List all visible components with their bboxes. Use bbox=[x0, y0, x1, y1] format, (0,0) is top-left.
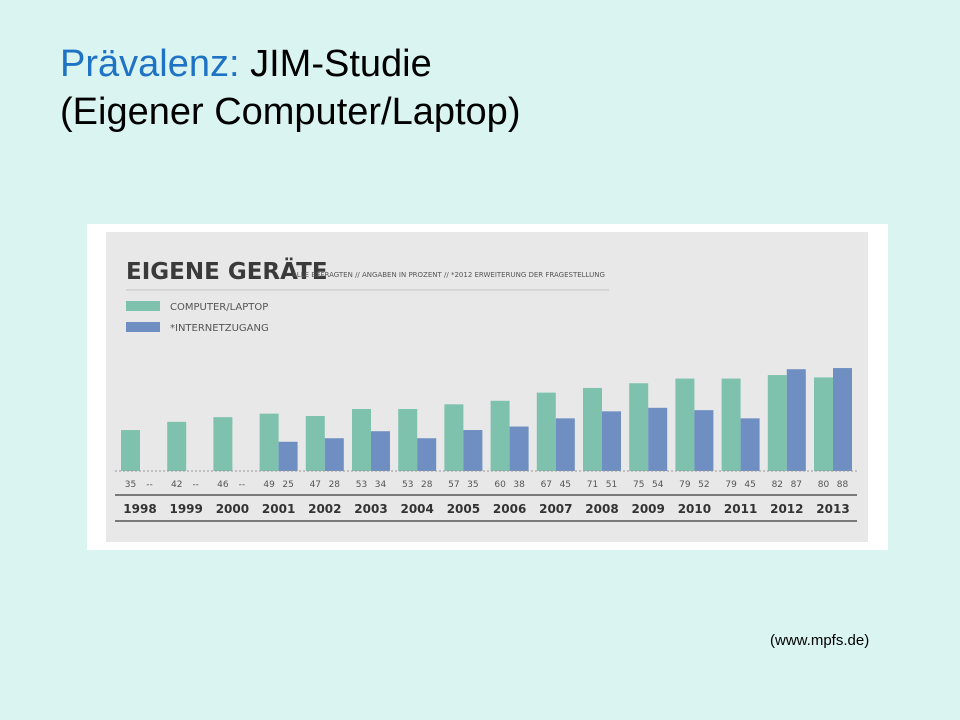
source-note: (www.mpfs.de) bbox=[770, 632, 870, 649]
legend-label-internet: *INTERNETZUGANG bbox=[170, 323, 269, 334]
bar-computer bbox=[444, 404, 464, 471]
value-label-internet: 34 bbox=[375, 480, 387, 490]
bar-computer bbox=[629, 383, 649, 471]
label-group: 35 -- 1998 42 -- 1999 46 -- 2000 49 25 2001 47 28 2002… bbox=[123, 480, 849, 516]
value-label-internet: -- bbox=[192, 480, 199, 490]
value-label-computer: 53 bbox=[356, 480, 367, 490]
bar-computer bbox=[721, 378, 741, 471]
value-label-internet: 88 bbox=[837, 480, 849, 490]
value-label-computer: 67 bbox=[541, 480, 552, 490]
year-label: 2007 bbox=[539, 502, 572, 516]
value-label-computer: 71 bbox=[587, 480, 598, 490]
value-label-internet: 52 bbox=[698, 480, 709, 490]
bar-internet bbox=[602, 411, 621, 471]
year-label: 2003 bbox=[354, 502, 387, 516]
chart-subtitle: ALLE BEFRAGTEN // ANGABEN IN PROZENT // … bbox=[292, 271, 605, 279]
legend-swatch-internet bbox=[126, 322, 160, 332]
value-label-computer: 57 bbox=[448, 480, 459, 490]
bar-computer bbox=[490, 400, 510, 471]
bar-internet bbox=[278, 441, 298, 471]
bar-computer bbox=[305, 416, 325, 471]
year-label: 2001 bbox=[262, 502, 295, 516]
year-label: 2012 bbox=[770, 502, 803, 516]
value-label-internet: 87 bbox=[791, 480, 802, 490]
bar-computer bbox=[814, 377, 833, 471]
bar-internet bbox=[786, 369, 806, 471]
value-label-computer: 53 bbox=[402, 480, 413, 490]
bar-internet bbox=[694, 410, 714, 471]
year-label: 2006 bbox=[493, 502, 526, 516]
bar-internet bbox=[463, 430, 483, 471]
bar-computer bbox=[213, 417, 233, 471]
year-label: 1998 bbox=[123, 502, 156, 516]
bar-computer bbox=[583, 387, 602, 471]
bar-computer bbox=[167, 421, 187, 471]
value-label-internet: 45 bbox=[560, 480, 571, 490]
chart-title: EIGENE GERÄTE bbox=[126, 257, 328, 285]
bar-computer bbox=[675, 378, 695, 471]
bar-computer bbox=[398, 408, 418, 471]
year-label: 2008 bbox=[585, 502, 618, 516]
bar-internet bbox=[371, 431, 390, 471]
year-label: 2009 bbox=[631, 502, 664, 516]
chart-background bbox=[106, 232, 868, 542]
bar-internet bbox=[324, 438, 344, 471]
value-label-internet: -- bbox=[239, 480, 246, 490]
value-label-internet: 54 bbox=[652, 480, 664, 490]
bar-computer bbox=[121, 430, 140, 471]
value-label-internet: 38 bbox=[513, 480, 525, 490]
bar-internet bbox=[648, 407, 668, 471]
bar-internet bbox=[833, 368, 852, 471]
value-label-computer: 75 bbox=[633, 480, 644, 490]
value-label-computer: 47 bbox=[310, 480, 321, 490]
value-label-computer: 80 bbox=[818, 480, 830, 490]
bar-internet bbox=[740, 418, 760, 471]
value-label-internet: 45 bbox=[744, 480, 755, 490]
value-label-internet: 28 bbox=[329, 480, 341, 490]
value-label-internet: 51 bbox=[606, 480, 617, 490]
year-label: 2010 bbox=[678, 502, 711, 516]
year-label: 2004 bbox=[400, 502, 433, 516]
year-label: 2011 bbox=[724, 502, 757, 516]
bar-computer bbox=[536, 392, 556, 471]
bar-group bbox=[121, 368, 852, 471]
slide-title: Prävalenz: JIM-Studie (Eigener Computer/… bbox=[60, 40, 520, 136]
legend-label-computer: COMPUTER/LAPTOP bbox=[170, 302, 268, 313]
value-label-computer: 82 bbox=[772, 480, 783, 490]
legend-swatch-computer bbox=[126, 301, 160, 311]
value-label-computer: 42 bbox=[171, 480, 182, 490]
value-label-internet: 28 bbox=[421, 480, 433, 490]
slide-title-line2: (Eigener Computer/Laptop) bbox=[60, 91, 521, 133]
slide-title-accent: Prävalenz: bbox=[60, 43, 240, 85]
year-label: 1999 bbox=[169, 502, 202, 516]
slide-title-rest: JIM-Studie bbox=[239, 43, 432, 85]
value-label-internet: 35 bbox=[467, 480, 478, 490]
bar-chart: EIGENE GERÄTE ALLE BEFRAGTEN // ANGABEN … bbox=[106, 232, 868, 542]
bar-internet bbox=[417, 438, 437, 471]
year-label: 2013 bbox=[816, 502, 849, 516]
value-label-internet: 25 bbox=[282, 480, 293, 490]
year-label: 2005 bbox=[447, 502, 480, 516]
value-label-computer: 79 bbox=[725, 480, 737, 490]
value-label-computer: 60 bbox=[494, 480, 506, 490]
value-label-internet: -- bbox=[146, 480, 153, 490]
bar-computer bbox=[352, 408, 371, 471]
value-label-computer: 49 bbox=[263, 480, 275, 490]
year-label: 2000 bbox=[216, 502, 249, 516]
value-label-computer: 79 bbox=[679, 480, 691, 490]
bar-internet bbox=[509, 426, 529, 471]
year-label: 2002 bbox=[308, 502, 341, 516]
bar-computer bbox=[767, 375, 787, 471]
value-label-computer: 46 bbox=[217, 480, 229, 490]
bar-internet bbox=[555, 418, 575, 471]
bar-computer bbox=[259, 413, 279, 471]
chart-frame: EIGENE GERÄTE ALLE BEFRAGTEN // ANGABEN … bbox=[87, 224, 888, 550]
value-label-computer: 35 bbox=[125, 480, 136, 490]
